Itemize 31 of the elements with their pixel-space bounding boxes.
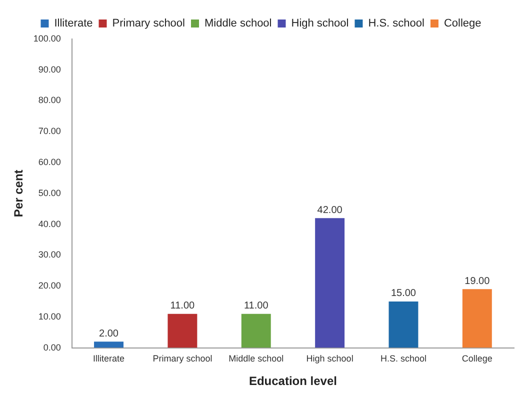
data-label: 11.00 bbox=[170, 300, 196, 312]
legend-label: Primary school bbox=[112, 18, 185, 30]
y-tick-label: 40.00 bbox=[38, 218, 61, 229]
y-tick-label: 0.00 bbox=[43, 342, 61, 352]
y-tick-label: 20.00 bbox=[38, 280, 61, 291]
y-tick-label: 70.00 bbox=[38, 126, 61, 136]
data-label: 19.00 bbox=[464, 276, 490, 287]
y-tick-label: 100.00 bbox=[33, 33, 61, 44]
y-tick-label: 30.00 bbox=[38, 250, 61, 260]
legend-label: High school bbox=[291, 18, 349, 30]
x-tick-label: Illiterate bbox=[93, 354, 125, 364]
x-tick-label: Primary school bbox=[152, 354, 212, 364]
legend-label: Middle school bbox=[204, 18, 272, 30]
x-tick-label: College bbox=[462, 354, 492, 364]
y-axis-title: Per cent bbox=[12, 170, 26, 218]
y-tick-label: 60.00 bbox=[38, 157, 61, 168]
legend-label: Illiterate bbox=[54, 18, 93, 30]
y-tick-label: 10.00 bbox=[38, 311, 61, 322]
data-label: 11.00 bbox=[244, 300, 269, 312]
y-tick-label: 90.00 bbox=[38, 64, 61, 74]
x-tick-label: High school bbox=[306, 354, 354, 364]
data-label: 2.00 bbox=[99, 328, 119, 340]
y-tick-label: 80.00 bbox=[38, 95, 61, 106]
data-label: 42.00 bbox=[317, 204, 343, 216]
x-tick-label: Middle school bbox=[228, 354, 284, 364]
legend-label: College bbox=[444, 18, 482, 30]
data-label: 15.00 bbox=[390, 288, 416, 300]
legend-label: H.S. school bbox=[368, 18, 424, 30]
x-axis-title: Education level bbox=[248, 374, 337, 388]
y-tick-label: 50.00 bbox=[38, 188, 61, 198]
x-tick-label: H.S. school bbox=[380, 354, 426, 364]
